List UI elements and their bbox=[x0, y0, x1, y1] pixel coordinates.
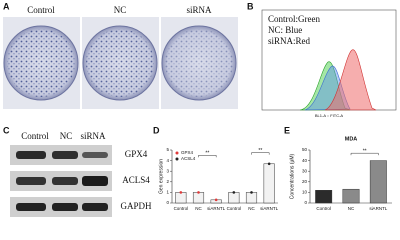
x-tick-label: Control bbox=[316, 206, 331, 211]
point bbox=[214, 198, 218, 202]
x-tick-label: siARNTL bbox=[207, 206, 225, 211]
dish-label: siRNA bbox=[186, 5, 212, 15]
legend-marker bbox=[175, 157, 179, 161]
x-tick-label: siARNTL bbox=[369, 206, 387, 211]
dish-images bbox=[3, 17, 238, 109]
bar bbox=[263, 163, 275, 204]
legend-text: NC: Blue bbox=[268, 25, 302, 35]
y-tick-label: 0 bbox=[304, 200, 307, 205]
x-tick-label: NC bbox=[195, 206, 202, 211]
x-tick-label: siARNTL bbox=[260, 206, 278, 211]
panel-label: B bbox=[247, 1, 254, 11]
bar bbox=[245, 192, 258, 204]
x-tick-label: NC bbox=[348, 206, 355, 211]
x-tick-label: Control bbox=[174, 206, 189, 211]
significance-bracket bbox=[350, 152, 379, 156]
panel-label: C bbox=[3, 125, 10, 135]
y-tick-label: 1 bbox=[166, 190, 169, 195]
y-tick-label: 20 bbox=[302, 179, 308, 184]
y-tick-label: 10 bbox=[302, 190, 308, 195]
bar bbox=[315, 190, 333, 204]
dish-label: NC bbox=[114, 5, 127, 15]
bar bbox=[342, 188, 360, 204]
figure: A Control NC siRNA B Control:Green NC: B… bbox=[3, 1, 397, 217]
flow-histogram bbox=[261, 9, 397, 111]
y-tick-label: 0 bbox=[166, 200, 169, 205]
blot-row: GAPDH bbox=[120, 201, 152, 211]
y-tick-label: 40 bbox=[302, 158, 308, 163]
bar bbox=[175, 192, 187, 204]
legend-text: siRNA:Red bbox=[268, 36, 311, 46]
blot-row: ACLS4 bbox=[122, 175, 150, 185]
y-axis-label: Concentrations (μM) bbox=[289, 153, 295, 199]
y-tick-label: 5 bbox=[166, 147, 169, 152]
panel-label: D bbox=[153, 125, 160, 135]
x-tick-label: NC bbox=[248, 206, 255, 211]
significance-bracket bbox=[198, 155, 217, 158]
point bbox=[197, 191, 200, 194]
chart-title: MDA bbox=[345, 136, 358, 142]
blot-column: NC bbox=[60, 131, 73, 141]
bar bbox=[192, 192, 205, 204]
bar bbox=[228, 192, 240, 204]
dish-label: Control bbox=[27, 5, 55, 15]
axis-label: BL1-A :: FITC-A bbox=[315, 113, 344, 118]
significance-bracket bbox=[251, 152, 270, 155]
legend-marker bbox=[175, 151, 179, 155]
blot-column: Control bbox=[21, 131, 49, 141]
point bbox=[250, 191, 253, 194]
western-blot bbox=[10, 145, 112, 217]
x-tick-label: Control bbox=[227, 206, 242, 211]
annotation: ** bbox=[363, 149, 367, 155]
legend-label: ACSL4 bbox=[181, 156, 196, 161]
annotation: ** bbox=[258, 148, 262, 154]
legend-label: GPX4 bbox=[181, 150, 194, 155]
bar bbox=[369, 160, 387, 204]
y-tick-label: 50 bbox=[302, 147, 308, 152]
y-tick-label: 4 bbox=[166, 158, 169, 163]
y-axis-label: Gen expression bbox=[158, 159, 164, 194]
panel-label: A bbox=[3, 1, 10, 11]
panel-label: E bbox=[284, 125, 290, 135]
blot-row: GPX4 bbox=[125, 149, 148, 159]
annotation: ** bbox=[205, 151, 209, 157]
y-tick-label: 3 bbox=[166, 168, 169, 173]
y-tick-label: 30 bbox=[302, 168, 308, 173]
y-tick-label: 2 bbox=[166, 179, 169, 184]
point bbox=[232, 191, 236, 194]
blot-column: siRNA bbox=[80, 131, 106, 141]
legend-text: Control:Green bbox=[268, 14, 320, 24]
point bbox=[179, 191, 183, 194]
point bbox=[267, 162, 271, 166]
